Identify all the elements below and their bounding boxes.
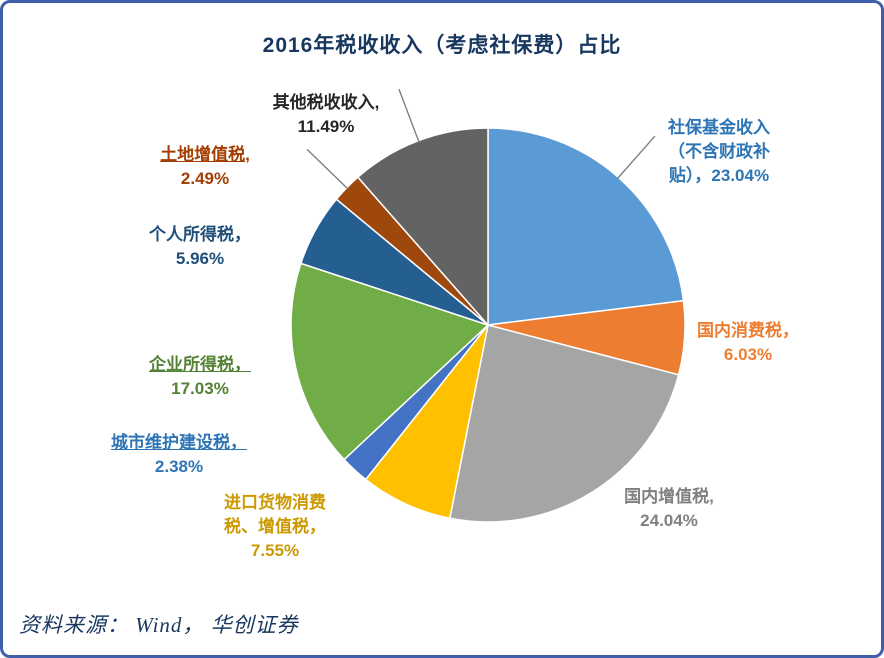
label-vat-value: 24.04% [640,510,698,530]
label-land-appreciation-tax-value: 2.49% [180,168,230,188]
label-import-tax-name1: 进口货物消费 [224,493,326,512]
label-corporate-income-tax-value: 17.03% [171,378,229,398]
label-urban-maintenance-tax: 城市维护建设税， 2.38% [111,431,247,479]
label-social-security-name2: （不含财政补 [668,141,770,161]
label-consumption-tax-value: 6.03% [723,344,773,364]
source-note: 资料来源： Wind， 华创证券 [19,613,299,637]
label-urban-maintenance-tax-value: 2.38% [154,456,204,476]
chart-title: 2016年税收收入（考虑社保费）占比 [262,34,622,57]
label-import-tax-name2: 税、增值税， [224,516,326,536]
pie-slice-2 [448,324,680,523]
label-corporate-income-tax: 企业所得税， 17.03% [149,353,251,401]
label-consumption-tax-name: 国内消费税， [697,321,799,340]
pie-slice-5 [290,262,490,461]
pie-slice-0 [487,127,685,326]
label-other-tax-name: 其他税收收入, [272,93,380,112]
label-social-security: 社保基金收入 （不含财政补 贴），23.04% [668,116,770,187]
label-other-tax-value: 11.49% [297,116,355,136]
leader-line-8 [398,88,420,143]
label-vat: 国内增值税, 24.04% [624,485,714,533]
label-other-tax: 其他税收收入, 11.49% [273,91,380,139]
label-personal-income-tax-name: 个人所得税， [149,225,251,244]
leader-line-7 [306,148,349,190]
label-social-security-value: 贴），23.04% [668,165,770,185]
label-personal-income-tax: 个人所得税， 5.96% [149,223,251,271]
label-personal-income-tax-value: 5.96% [175,248,225,268]
label-import-tax-value: 7.55% [250,540,300,560]
label-corporate-income-tax-name: 企业所得税， [149,355,251,374]
leader-line-0 [616,135,656,180]
label-vat-name: 国内增值税, [624,487,714,506]
label-consumption-tax: 国内消费税， 6.03% [697,319,799,367]
label-social-security-name1: 社保基金收入 [668,118,770,137]
label-land-appreciation-tax-name: 土地增值税, [160,145,250,164]
pie-chart [290,88,686,523]
label-urban-maintenance-tax-name: 城市维护建设税， [111,433,247,452]
label-import-tax: 进口货物消费 税、增值税， 7.55% [224,491,326,562]
label-land-appreciation-tax: 土地增值税, 2.49% [160,143,250,191]
